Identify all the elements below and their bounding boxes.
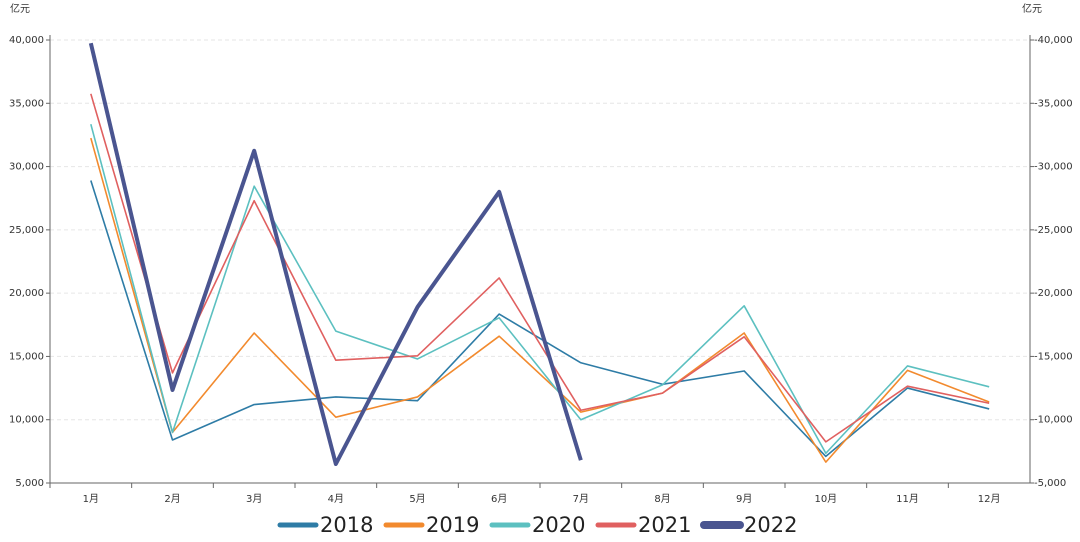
series-line xyxy=(90,180,990,458)
legend-label: 2020 xyxy=(532,513,585,537)
x-tick-label: 1月 xyxy=(83,493,99,505)
y2-tick-label: -10,000 xyxy=(1034,415,1073,426)
y-tick-label: 25,000 xyxy=(9,225,44,236)
x-tick-label: 5月 xyxy=(409,493,425,505)
y-tick-label: 40,000 xyxy=(9,35,44,46)
x-tick-label: 2月 xyxy=(164,493,180,505)
x-tick-label: 6月 xyxy=(491,493,507,505)
y2-tick-label: -30,000 xyxy=(1034,162,1073,173)
y2-tick-label: -35,000 xyxy=(1034,98,1073,109)
y-tick-label: 5,000 xyxy=(15,478,44,489)
x-tick-label: 12月 xyxy=(978,493,1001,505)
x-tick-label: 9月 xyxy=(736,493,752,505)
y-tick-label: 10,000 xyxy=(9,415,44,426)
y-tick-label: 20,000 xyxy=(9,288,44,299)
x-tick-label: 11月 xyxy=(896,493,919,505)
legend-label: 2022 xyxy=(744,513,797,537)
y2-tick-label: -40,000 xyxy=(1034,35,1073,46)
y-tick-label: 30,000 xyxy=(9,162,44,173)
legend-label: 2019 xyxy=(426,513,479,537)
series-line xyxy=(90,137,990,463)
series-line xyxy=(90,123,990,455)
y-tick-label: 15,000 xyxy=(9,351,44,362)
y2-unit: 亿元 xyxy=(1022,2,1042,15)
x-tick-label: 10月 xyxy=(814,493,837,505)
x-tick-label: 4月 xyxy=(328,493,344,505)
series-line xyxy=(90,93,990,443)
series-line xyxy=(88,42,583,467)
y2-tick-label: -25,000 xyxy=(1034,225,1073,236)
x-tick-label: 8月 xyxy=(654,493,670,505)
y-tick-label: 35,000 xyxy=(9,98,44,109)
x-tick-label: 7月 xyxy=(573,493,589,505)
legend-label: 2021 xyxy=(638,513,691,537)
legend-label: 2018 xyxy=(320,513,373,537)
y-unit: 亿元 xyxy=(10,2,30,15)
y2-tick-label: -15,000 xyxy=(1034,351,1073,362)
x-tick-label: 3月 xyxy=(246,493,262,505)
y2-tick-label: -20,000 xyxy=(1034,288,1073,299)
y2-tick-label: -5,000 xyxy=(1034,478,1066,489)
